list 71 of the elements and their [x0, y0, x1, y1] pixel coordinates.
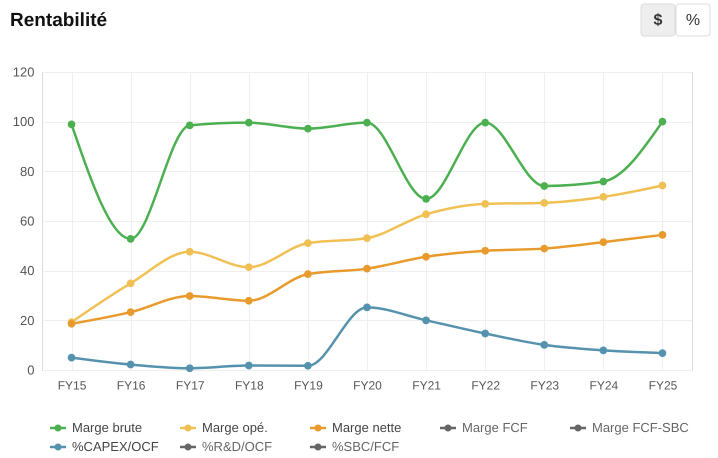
point [540, 244, 548, 252]
point [481, 246, 490, 255]
y-tick-label: 80 [20, 164, 34, 179]
legend-label: Marge nette [332, 420, 402, 435]
legend-label: Marge FCF [462, 420, 528, 435]
x-tick-label: FY23 [530, 378, 560, 392]
point [481, 330, 490, 338]
point [304, 270, 312, 278]
point [599, 178, 608, 186]
point [481, 118, 490, 127]
legend-label: %R&D/OCF [202, 439, 272, 454]
text: $ [654, 12, 663, 29]
point [599, 346, 608, 354]
point [186, 364, 194, 372]
point [126, 279, 135, 288]
x-tick-label: FY21 [412, 378, 442, 392]
x-tick-label: FY16 [116, 378, 146, 392]
point [540, 341, 548, 349]
point [244, 118, 253, 127]
x-tick-label: FY15 [58, 378, 87, 392]
point [540, 182, 548, 190]
legend-label: Marge brute [72, 420, 142, 435]
point [363, 118, 371, 127]
point [244, 362, 253, 370]
x-tick-label: FY19 [294, 378, 324, 392]
y-tick-label: 40 [20, 263, 34, 278]
point [68, 120, 76, 128]
chart-title: Rentabilité [10, 10, 108, 31]
point [658, 231, 666, 239]
point [363, 304, 371, 312]
y-tick-label: 120 [12, 64, 34, 80]
point [68, 354, 76, 362]
y-tick-label: 100 [12, 114, 34, 130]
y-tick-label: 0 [27, 362, 34, 378]
point [244, 296, 253, 305]
x-tick-label: FY20 [353, 378, 382, 392]
point [422, 210, 430, 218]
point [363, 264, 371, 273]
x-tick-label: FY24 [590, 378, 619, 392]
legend-label: %SBC/FCF [332, 439, 400, 454]
point [304, 124, 312, 132]
point [186, 248, 194, 256]
point [658, 349, 666, 357]
point [186, 292, 194, 300]
point [304, 239, 312, 247]
text: % [686, 12, 700, 29]
point [126, 360, 135, 368]
x-tick-label: FY18 [234, 378, 264, 392]
point [481, 200, 490, 208]
x-tick-label: FY22 [471, 378, 500, 392]
point [244, 263, 253, 272]
point [186, 122, 194, 130]
point [422, 195, 430, 203]
point [422, 316, 430, 324]
point [422, 252, 430, 261]
point [304, 362, 312, 370]
point [540, 199, 548, 207]
point [363, 234, 371, 242]
point [599, 238, 608, 246]
legend-label: Marge FCF-SBC [592, 420, 689, 435]
point [658, 118, 666, 126]
point [126, 308, 135, 316]
legend-label: Marge opé. [202, 420, 268, 435]
y-tick-label: 60 [20, 214, 34, 228]
point [658, 182, 666, 190]
point [599, 193, 608, 201]
y-tick-label: 20 [20, 312, 34, 328]
x-tick-label: FY17 [176, 378, 205, 392]
point [126, 235, 135, 243]
legend-label: %CAPEX/OCF [72, 439, 159, 454]
x-tick-label: FY25 [648, 378, 678, 392]
